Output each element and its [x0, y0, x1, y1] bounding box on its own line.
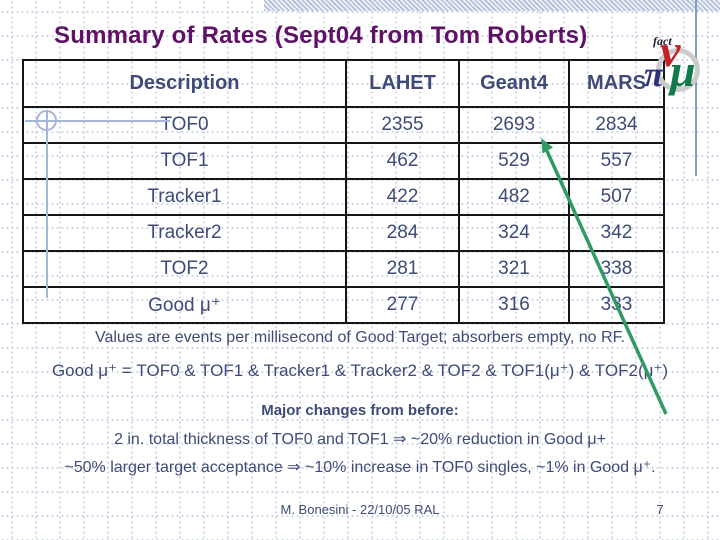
cell-geant4: 316 [458, 286, 570, 324]
cell-description: Tracker2 [22, 214, 347, 252]
slide-title: Summary of Rates (Sept04 from Tom Robert… [54, 22, 588, 49]
cell-geant4: 321 [458, 250, 570, 288]
note-values-definition: Values are events per millisecond of Goo… [94, 329, 626, 346]
table-row: TOF2 281 321 338 [22, 250, 665, 288]
table-row: Tracker1 422 482 507 [22, 178, 665, 216]
cell-mars: 338 [568, 250, 665, 288]
note-acceptance-change: ~50% larger target acceptance ⇒ ~10% inc… [64, 459, 656, 476]
cell-lahet: 284 [345, 214, 460, 252]
cell-geant4: 482 [458, 178, 570, 216]
cell-description: TOF1 [22, 142, 347, 180]
table-row: Tracker2 284 324 342 [22, 214, 665, 252]
note-thickness-change: 2 in. total thickness of TOF0 and TOF1 ⇒… [114, 431, 606, 448]
table-row: TOF0 2355 2693 2834 [22, 106, 665, 144]
table-row: TOF1 462 529 557 [22, 142, 665, 180]
table-row: Good μ⁺ 277 316 333 [22, 286, 665, 324]
cell-lahet: 277 [345, 286, 460, 324]
cell-mars: 557 [568, 142, 665, 180]
mu-glyph-icon: μ [670, 45, 696, 96]
cell-geant4: 2693 [458, 106, 570, 144]
page-number: 7 [656, 502, 664, 517]
cell-mars: 333 [568, 286, 665, 324]
cell-description: TOF0 [22, 106, 347, 144]
cell-mars: 342 [568, 214, 665, 252]
cell-lahet: 462 [345, 142, 460, 180]
cell-geant4: 324 [458, 214, 570, 252]
cell-geant4: 529 [458, 142, 570, 180]
table-header-row: Description LAHET Geant4 MARS [22, 59, 665, 108]
cell-lahet: 281 [345, 250, 460, 288]
nufact-logo: π ν μ fact [630, 28, 720, 104]
cell-description: Tracker1 [22, 178, 347, 216]
right-border-line [695, 0, 697, 176]
logo-fact-text: fact [653, 34, 672, 48]
cell-mars: 2834 [568, 106, 665, 144]
header-lahet: LAHET [345, 59, 460, 108]
note-good-mu-definition: Good μ⁺ = TOF0 & TOF1 & Tracker1 & Track… [51, 361, 669, 380]
nu-glyph-icon: ν [660, 25, 681, 76]
cell-lahet: 2355 [345, 106, 460, 144]
pi-glyph-icon: π [644, 54, 664, 94]
footer-credit: M. Bonesini - 22/10/05 RAL [280, 502, 440, 517]
logo-ring-icon [656, 48, 700, 92]
top-hatched-band [264, 0, 720, 11]
cell-mars: 507 [568, 178, 665, 216]
header-mars: MARS [568, 59, 665, 108]
cell-lahet: 422 [345, 178, 460, 216]
header-description: Description [22, 59, 347, 108]
note-major-changes-heading: Major changes from before: [261, 402, 459, 419]
header-geant4: Geant4 [458, 59, 570, 108]
rates-table: Description LAHET Geant4 MARS TOF0 2355 … [22, 59, 665, 324]
cell-description: Good μ⁺ [22, 286, 347, 324]
cell-description: TOF2 [22, 250, 347, 288]
